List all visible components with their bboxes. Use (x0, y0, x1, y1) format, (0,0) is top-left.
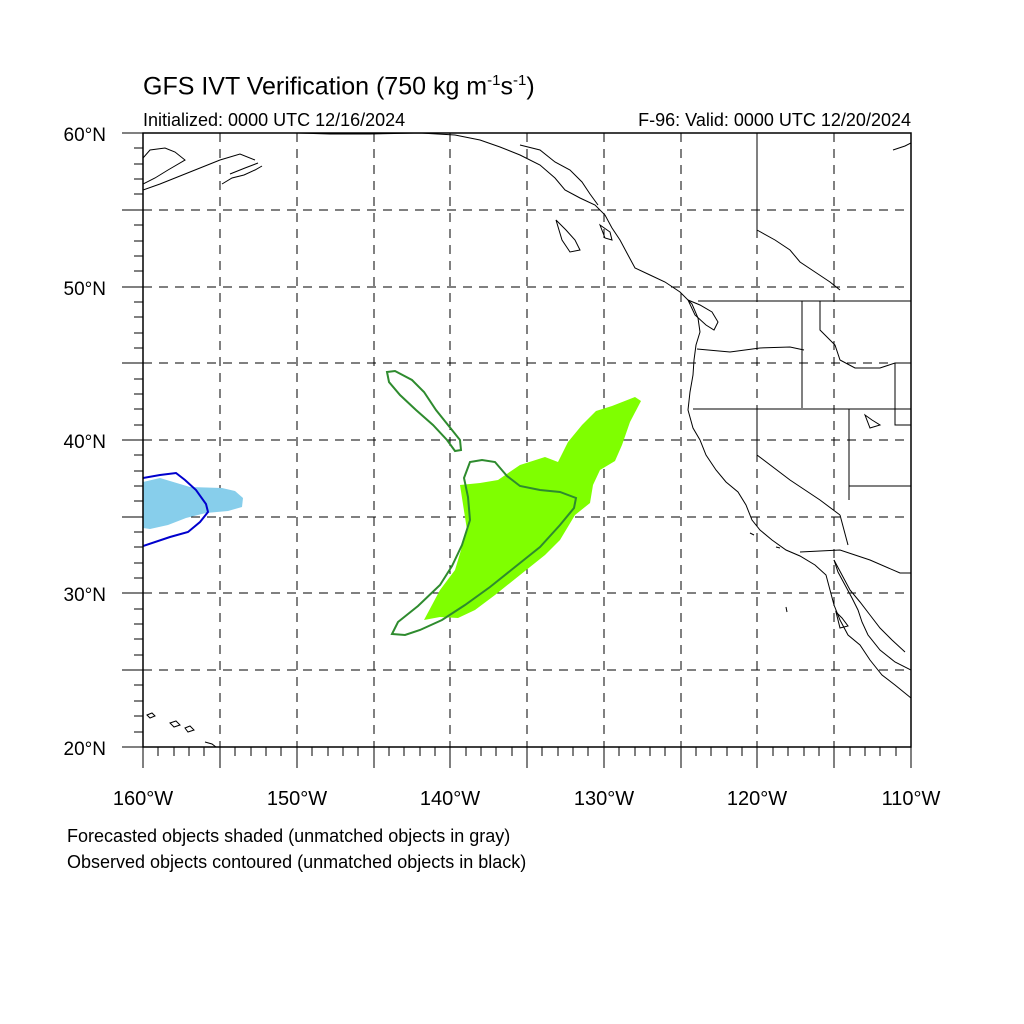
lon-label-110w: 110°W (882, 788, 941, 810)
lat-label-20n: 20°N (64, 739, 106, 760)
lon-label-120w: 120°W (727, 788, 787, 810)
lat-label-60n: 60°N (64, 125, 106, 146)
lon-label-140w: 140°W (420, 788, 480, 810)
footer-observed-note: Observed objects contoured (unmatched ob… (67, 852, 527, 872)
lat-label-40n: 40°N (64, 432, 106, 453)
title-main: GFS IVT Verification (750 kg m (143, 72, 488, 101)
grid-lines (143, 133, 911, 747)
observed-object-green (390, 458, 578, 637)
lon-label-160w: 160°W (113, 788, 173, 810)
map-title: GFS IVT Verification (750 kg m-1s-1) (143, 72, 535, 101)
title-end: ) (526, 72, 535, 101)
political-borders (693, 133, 911, 574)
lat-ticks (122, 132, 143, 748)
observed-object-green-north (385, 369, 463, 453)
lon-label-130w: 130°W (574, 788, 634, 810)
initialized-time: Initialized: 0000 UTC 12/16/2024 (143, 110, 406, 130)
lat-label-30n: 30°N (64, 585, 106, 606)
title-exponent-1: -1 (487, 72, 501, 89)
valid-time: F-96: Valid: 0000 UTC 12/20/2024 (638, 110, 911, 130)
title-exponent-2: -1 (512, 72, 527, 89)
lon-ticks (142, 747, 912, 768)
lon-minor-ticks (157, 747, 897, 756)
lon-label-150w: 150°W (267, 788, 327, 810)
observed-object-blue (143, 471, 210, 547)
forecast-object-blue (143, 478, 243, 529)
lat-label-50n: 50°N (64, 279, 106, 300)
title-mid: s (500, 72, 513, 101)
lat-minor-ticks (134, 147, 143, 733)
footer-forecast-note: Forecasted objects shaded (unmatched obj… (67, 826, 511, 846)
coastlines (143, 133, 911, 747)
forecast-object-green (424, 397, 641, 620)
